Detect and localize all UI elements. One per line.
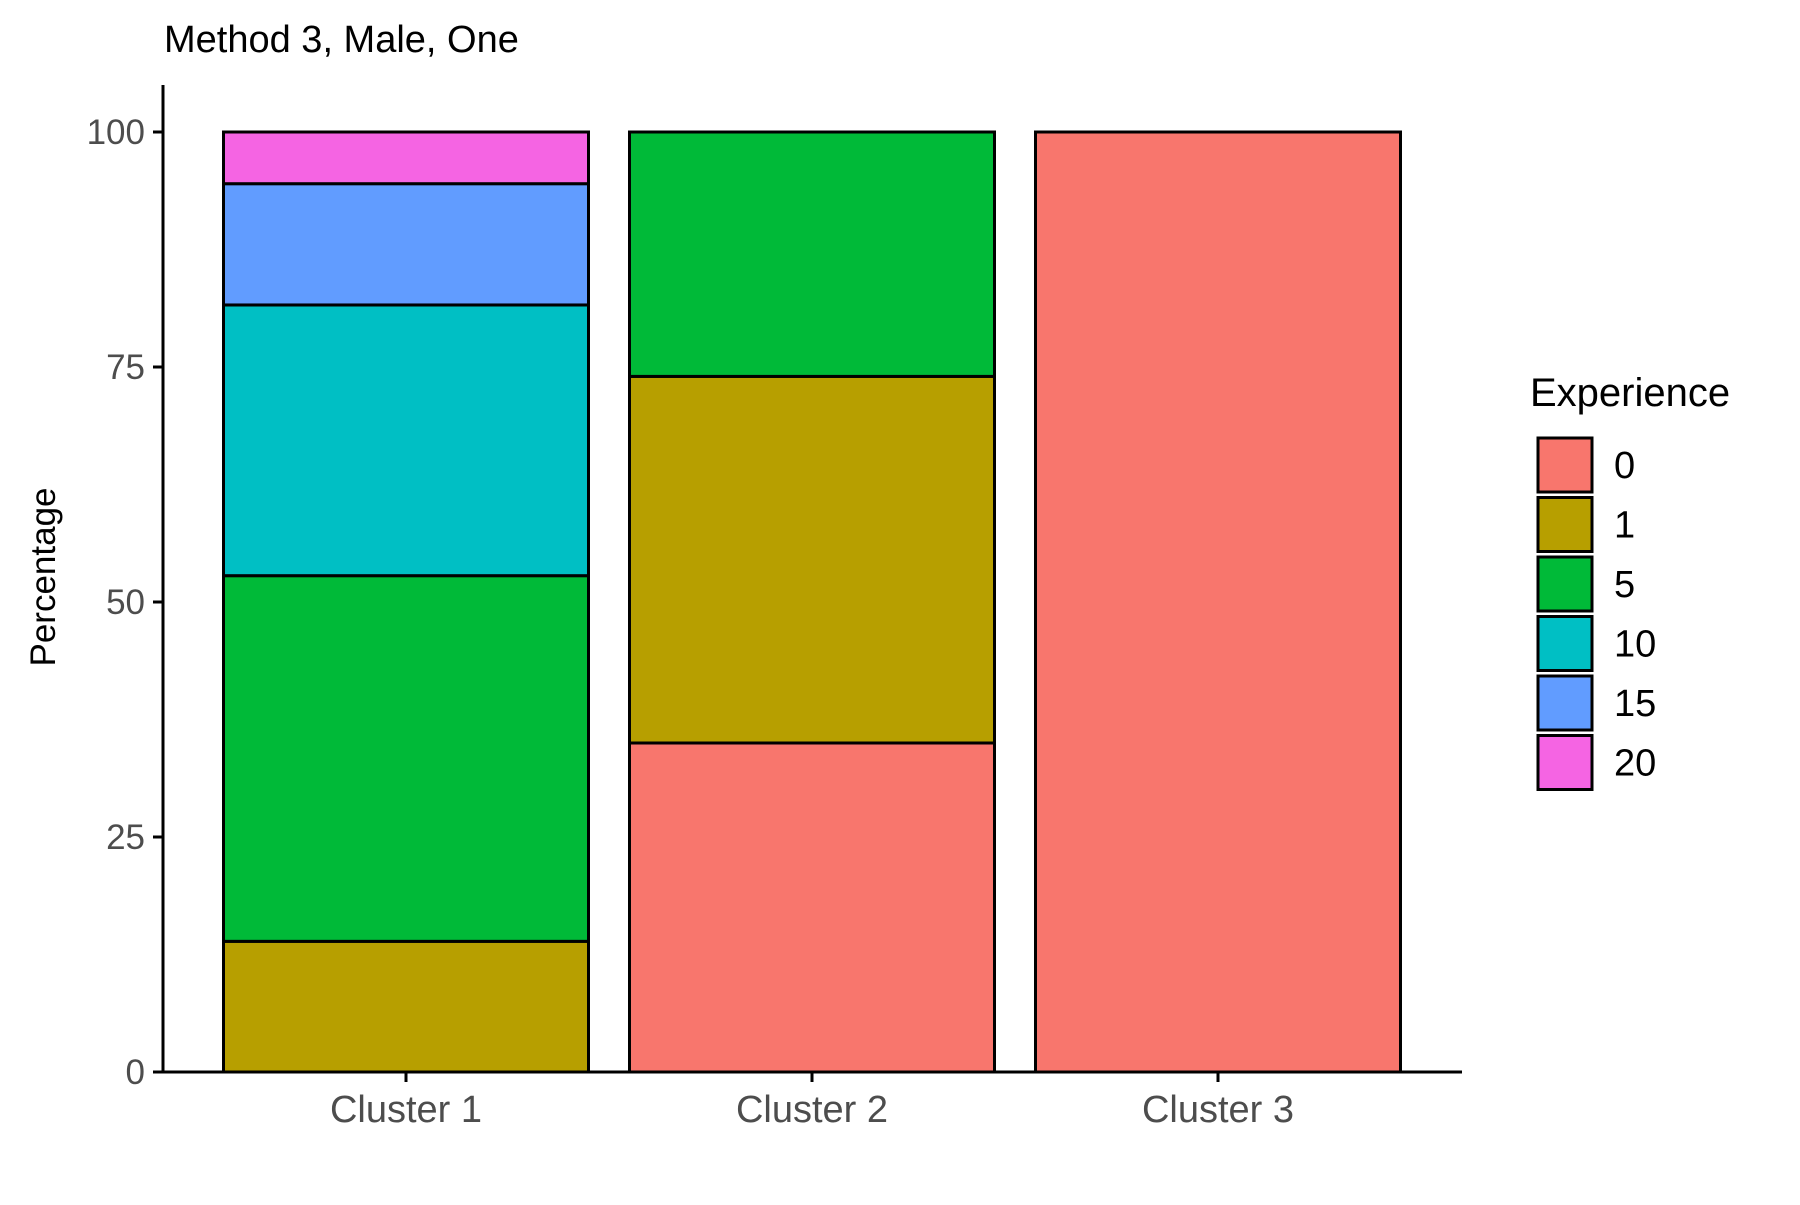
bar-segment-cluster-2-exp-0 [628, 741, 996, 1074]
bar-segment-cluster-2-exp-5 [628, 130, 996, 378]
bars-group [222, 130, 1402, 1074]
y-tick-label: 25 [106, 818, 145, 857]
legend-key-20 [1536, 734, 1594, 791]
legend-label-5: 5 [1614, 564, 1635, 606]
legend-key-5 [1536, 555, 1594, 613]
bar-segment-cluster-1-exp-1 [222, 939, 590, 1074]
bar-segment-cluster-1-exp-10 [222, 303, 590, 578]
bar-segment-cluster-1-exp-15 [222, 182, 590, 307]
y-tick-label: 0 [126, 1053, 145, 1092]
bar-segment-cluster-1-exp-5 [222, 574, 590, 943]
axes-group: 0 25 50 75 100 Cluster 1 Cluster 2 Cluster 3 [87, 85, 1462, 1131]
legend-title: Experience [1530, 371, 1730, 415]
legend-key-1 [1536, 496, 1594, 553]
x-tick-label: Cluster 1 [330, 1089, 482, 1131]
bar-segment-cluster-3-exp-0 [1034, 130, 1402, 1074]
legend-label-0: 0 [1614, 445, 1635, 487]
y-tick-label: 50 [106, 583, 145, 622]
legend-key-10 [1536, 615, 1594, 672]
chart-title: Method 3, Male, One [164, 19, 519, 61]
bar-segment-cluster-2-exp-1 [628, 374, 996, 745]
y-tick-label: 100 [87, 113, 145, 152]
legend-key-15 [1536, 674, 1594, 732]
legend-label-1: 1 [1614, 505, 1635, 547]
legend-label-15: 15 [1614, 683, 1656, 725]
bar-segment-cluster-1-exp-20 [222, 130, 590, 186]
y-tick-label: 75 [106, 348, 145, 387]
legend-label-20: 20 [1614, 743, 1656, 785]
x-tick-label: Cluster 3 [1142, 1089, 1294, 1131]
legend-key-0 [1536, 436, 1594, 494]
legend-label-10: 10 [1614, 624, 1656, 666]
x-tick-label: Cluster 2 [736, 1089, 888, 1131]
y-axis-label: Percentage [24, 487, 63, 666]
